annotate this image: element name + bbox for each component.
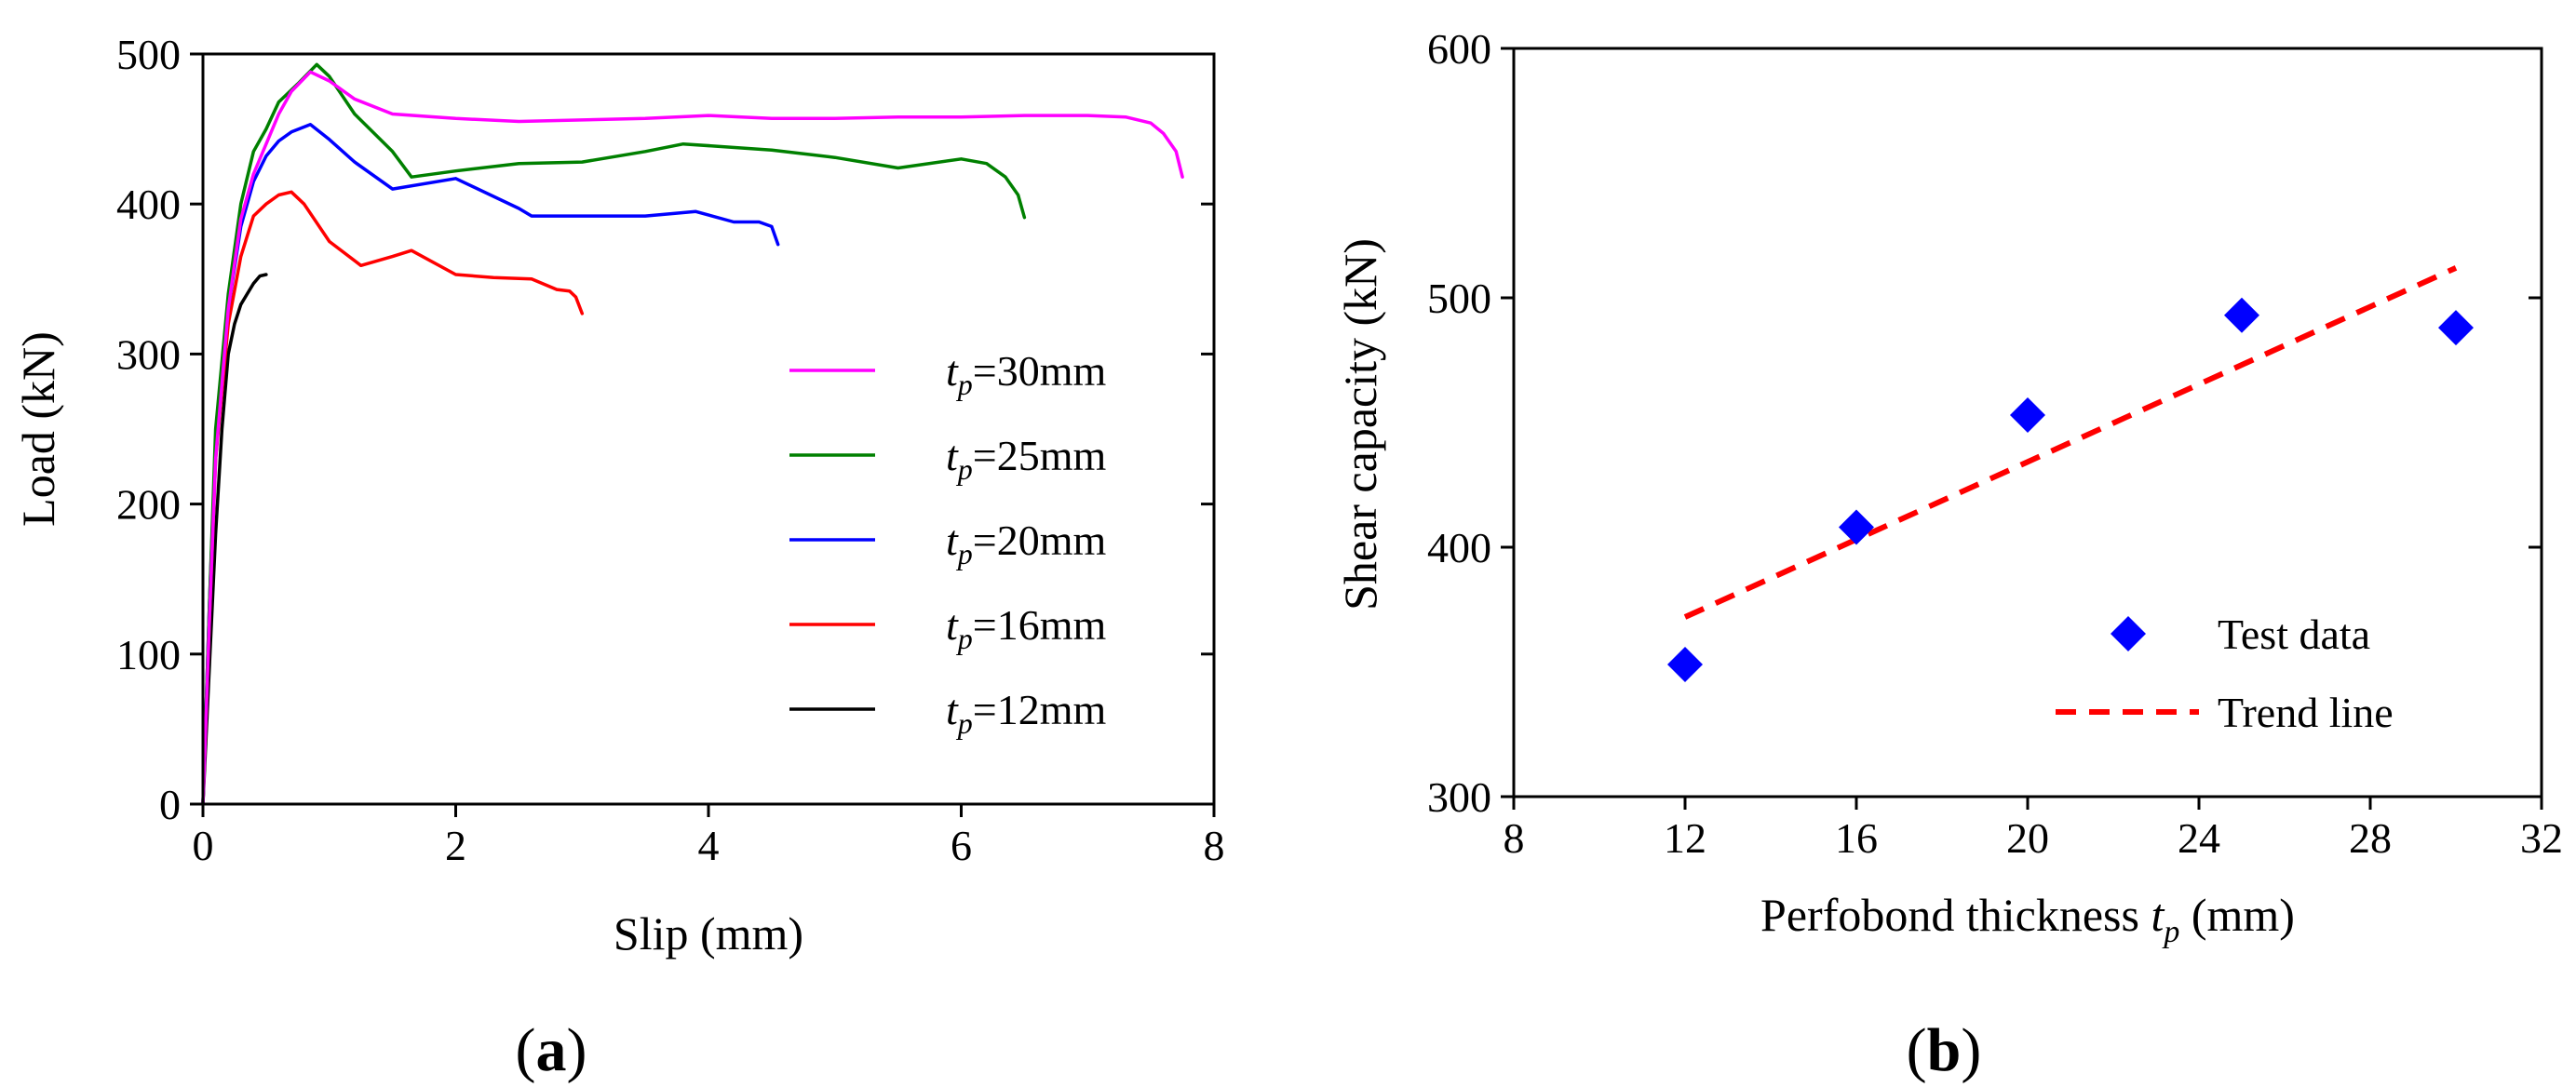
chart-a-y-tick-label: 300 xyxy=(116,330,181,378)
chart-b-x-tick-label: 12 xyxy=(1664,814,1706,862)
panel-label-b: (b) xyxy=(1907,1016,1982,1084)
chart-a-legend: tp=30mm tp=25mm tp=20mm tp=16mm tp=12mm xyxy=(789,347,1107,740)
panel-label-a-open: ( xyxy=(516,1016,536,1084)
chart-a-series-group xyxy=(201,62,1184,806)
chart-b-x-tick-label: 32 xyxy=(2520,814,2563,862)
panel-label-b-open: ( xyxy=(1907,1016,1927,1084)
chart-b-x-axis-label-main: Perfobond thickness xyxy=(1760,889,2151,941)
chart-a-legend-label: tp=12mm xyxy=(946,686,1107,740)
chart-b-x-axis-label: Perfobond thickness tp (mm) xyxy=(1760,889,2295,949)
panel-label-b-close: ) xyxy=(1961,1016,1981,1084)
chart-b-trend-line xyxy=(1683,265,2458,620)
chart-a-x-tick-label: 8 xyxy=(1204,822,1225,869)
chart-a-series-line xyxy=(201,62,1027,806)
chart-b-y-tick-label: 500 xyxy=(1427,275,1491,322)
chart-a-x-tick-label: 2 xyxy=(445,822,466,869)
chart-b-data-point xyxy=(2010,396,2045,433)
chart-a-legend-label: tp=20mm xyxy=(946,517,1107,570)
chart-a-x-tick-label: 4 xyxy=(698,822,720,869)
chart-a: 0 2 4 6 8 0 100 200 300 400 500 Slip (mm) Load (kN… xyxy=(12,31,1225,1084)
chart-a-legend-label: tp=25mm xyxy=(946,432,1107,486)
chart-b-x-axis-label-unit: (mm) xyxy=(2179,889,2295,941)
chart-a-series-line xyxy=(201,70,1184,806)
chart-a-axis-ticks: 0 2 4 6 8 0 100 200 300 400 500 xyxy=(116,31,1225,869)
chart-a-y-axis-label: Load (kN) xyxy=(12,331,64,527)
chart-b-series-group xyxy=(1667,265,2474,682)
chart-b-data-point xyxy=(1839,509,1874,545)
chart-a-x-tick-label: 6 xyxy=(951,822,972,869)
chart-a-series-line xyxy=(201,190,585,806)
chart-a-y-tick-label: 500 xyxy=(116,31,181,78)
chart-b-legend: Test data Trend line xyxy=(2056,611,2394,736)
panel-label-a: (a) xyxy=(516,1016,587,1084)
chart-a-legend-label: tp=16mm xyxy=(946,601,1107,655)
chart-b-axis-ticks: 8 12 16 20 24 28 32 300 400 500 600 xyxy=(1427,25,2563,862)
chart-a-x-axis-label: Slip (mm) xyxy=(614,907,803,960)
chart-b-y-tick-label: 600 xyxy=(1427,25,1491,73)
chart-b-y-tick-label: 400 xyxy=(1427,524,1491,571)
chart-b-legend-label: Trend line xyxy=(2218,689,2394,736)
chart-b-x-tick-label: 24 xyxy=(2178,814,2220,862)
chart-b-x-tick-label: 28 xyxy=(2349,814,2392,862)
chart-a-legend-label: tp=30mm xyxy=(946,347,1107,401)
chart-b-data-point xyxy=(2224,297,2259,333)
chart-a-y-tick-label: 400 xyxy=(116,181,181,228)
chart-b-data-point xyxy=(1667,646,1703,682)
panel-label-a-letter: a xyxy=(536,1016,567,1084)
chart-a-y-tick-label: 100 xyxy=(116,631,181,678)
chart-b: 8 12 16 20 24 28 32 300 400 500 600 Perfobond thic… xyxy=(1334,25,2563,1084)
chart-b-x-tick-label: 8 xyxy=(1504,814,1525,862)
chart-b-x-tick-label: 16 xyxy=(1835,814,1878,862)
chart-a-series-line xyxy=(201,273,268,806)
chart-b-legend-label: Test data xyxy=(2218,611,2370,658)
chart-a-y-tick-label: 200 xyxy=(116,481,181,529)
chart-b-y-axis-label: Shear capacity (kN) xyxy=(1334,238,1386,611)
panel-label-a-close: ) xyxy=(567,1016,587,1084)
chart-b-data-point xyxy=(2438,310,2474,346)
chart-b-y-tick-label: 300 xyxy=(1427,773,1491,821)
chart-a-y-tick-label: 0 xyxy=(159,781,181,828)
chart-b-x-axis-label-var: t xyxy=(2151,889,2165,941)
chart-b-x-axis-label-sub: p xyxy=(2162,915,2179,949)
chart-a-series-line xyxy=(201,123,780,806)
panel-label-b-letter: b xyxy=(1927,1016,1962,1084)
chart-b-x-tick-label: 20 xyxy=(2006,814,2049,862)
chart-a-x-tick-label: 0 xyxy=(193,822,214,869)
chart-b-legend-marker xyxy=(2111,616,2146,651)
